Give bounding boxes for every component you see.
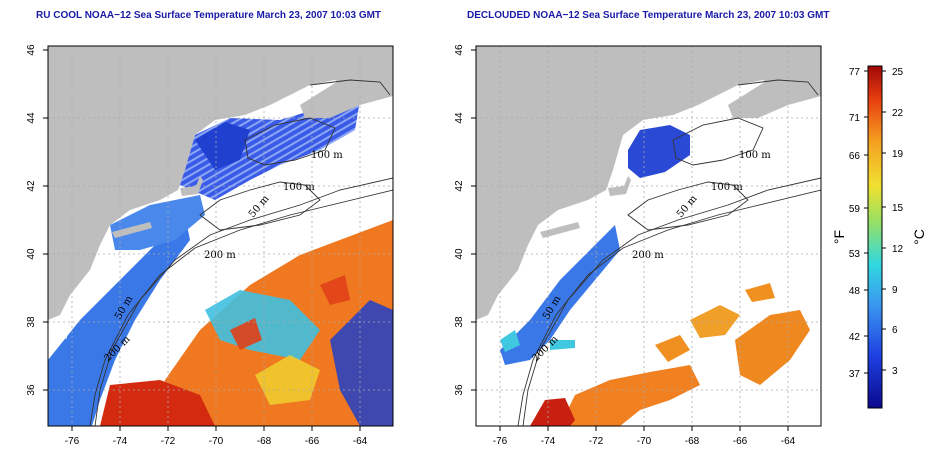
left-y-tick-40: 40 xyxy=(26,248,37,260)
right-x-tick-72: -72 xyxy=(589,436,604,447)
left-x-tick-68: -68 xyxy=(257,436,272,447)
colorbar-gradient xyxy=(867,65,883,409)
colorbar-f-tick-37: 37 xyxy=(849,369,861,380)
right-y-tick-44: 44 xyxy=(454,112,465,124)
right-gulf-cold-water xyxy=(628,125,690,178)
colorbar-fahrenheit-label: °F xyxy=(831,230,847,244)
right-y-tick-38: 38 xyxy=(454,316,465,328)
colorbar-celsius-label: °C xyxy=(911,229,927,245)
left-x-tick-70: -70 xyxy=(209,436,224,447)
right-x-tick-68: -68 xyxy=(685,436,700,447)
right-contour-label-100m-b: 100 m xyxy=(711,182,743,193)
left-x-tick-72: -72 xyxy=(161,436,176,447)
left-map-title: RU COOL NOAA−12 Sea Surface Temperature … xyxy=(36,10,382,21)
left-y-tick-46: 46 xyxy=(26,44,37,56)
right-x-tick-76: -76 xyxy=(493,436,508,447)
right-bathymetry-contours xyxy=(517,79,821,426)
right-y-tick-36: 36 xyxy=(454,384,465,396)
right-contour-label-100m-a: 100 m xyxy=(739,150,771,161)
left-y-tick-38: 38 xyxy=(26,316,37,328)
right-contour-label-200m-a: 200 m xyxy=(632,250,664,261)
colorbar-f-tick-53: 53 xyxy=(849,249,861,260)
left-long-island xyxy=(112,222,152,238)
left-chesapeake xyxy=(62,300,72,340)
right-cyan-strip xyxy=(500,330,575,352)
left-contour-label-200m-a: 200 m xyxy=(204,250,236,261)
colorbar-f-tick-59: 59 xyxy=(849,204,861,215)
left-y-tick-36: 36 xyxy=(26,384,37,396)
left-x-tick-66: -66 xyxy=(305,436,320,447)
colorbar-c-tick-25: 25 xyxy=(892,67,904,78)
temperature-colorbar: 77 71 66 59 53 48 42 37 25 22 19 15 12 9… xyxy=(831,65,927,409)
colorbar-c-tick-15: 15 xyxy=(892,203,904,214)
left-mixed-blue xyxy=(330,300,393,426)
colorbar-c-tick-6: 6 xyxy=(892,325,898,336)
left-x-tick-74: -74 xyxy=(113,436,128,447)
left-cape-cod xyxy=(180,176,203,196)
left-coastal-cold-water xyxy=(48,215,190,426)
colorbar-c-tick-3: 3 xyxy=(892,366,898,377)
left-shelf-cold-water xyxy=(110,195,205,250)
colorbar-f-tick-71: 71 xyxy=(849,113,861,124)
left-land xyxy=(48,46,393,320)
left-bathymetry-contours xyxy=(89,79,393,426)
left-x-tick-64: -64 xyxy=(353,436,368,447)
left-mixed-cyan xyxy=(205,290,320,360)
right-chesapeake xyxy=(490,300,500,340)
left-gulf-dark-water xyxy=(195,122,250,170)
right-x-tick-70: -70 xyxy=(637,436,652,447)
right-hot-patch xyxy=(530,398,575,426)
left-x-tick-76: -76 xyxy=(65,436,80,447)
left-map-frame xyxy=(47,45,394,427)
right-x-tick-74: -74 xyxy=(541,436,556,447)
right-long-island xyxy=(540,222,580,238)
right-warm-patch-b xyxy=(690,305,740,338)
right-map-frame xyxy=(475,45,822,427)
right-land xyxy=(476,46,821,320)
colorbar-f-tick-42: 42 xyxy=(849,332,861,343)
left-contour-label-100m-b: 100 m xyxy=(283,182,315,193)
colorbar-f-tick-48: 48 xyxy=(849,286,861,297)
left-map-panel: 100 m 100 m 50 m 200 m 50 m 200 m -76 -7… xyxy=(26,44,394,447)
left-red-patch xyxy=(230,275,350,350)
left-y-tick-42: 42 xyxy=(26,180,37,192)
right-x-tick-66: -66 xyxy=(733,436,748,447)
right-warm-patch-d xyxy=(655,283,775,362)
colorbar-f-tick-77: 77 xyxy=(849,67,861,78)
colorbar-c-tick-19: 19 xyxy=(892,149,904,160)
left-nova-scotia xyxy=(300,70,393,118)
colorbar-f-tick-66: 66 xyxy=(849,151,861,162)
left-yellow-patch xyxy=(255,355,320,405)
colorbar-c-tick-12: 12 xyxy=(892,244,904,255)
right-y-tick-46: 46 xyxy=(454,44,465,56)
left-y-tick-44: 44 xyxy=(26,112,37,124)
right-coastal-cold-water xyxy=(500,225,620,365)
right-nova-scotia xyxy=(728,70,821,118)
colorbar-c-tick-22: 22 xyxy=(892,108,904,119)
right-y-tick-40: 40 xyxy=(454,248,465,260)
right-y-tick-42: 42 xyxy=(454,180,465,192)
right-warm-patch-c xyxy=(735,310,810,385)
right-cape-cod xyxy=(608,176,631,196)
colorbar-c-tick-9: 9 xyxy=(892,285,898,296)
left-hot-water xyxy=(100,380,215,426)
left-contour-label-100m-a: 100 m xyxy=(311,150,343,161)
right-map-title: DECLOUDED NOAA−12 Sea Surface Temperatur… xyxy=(467,10,830,21)
right-map-panel: 100 m 100 m 50 m 200 m 50 m 200 m -76 -7… xyxy=(454,44,822,447)
right-x-tick-64: -64 xyxy=(781,436,796,447)
right-warm-patch-a xyxy=(560,365,700,426)
